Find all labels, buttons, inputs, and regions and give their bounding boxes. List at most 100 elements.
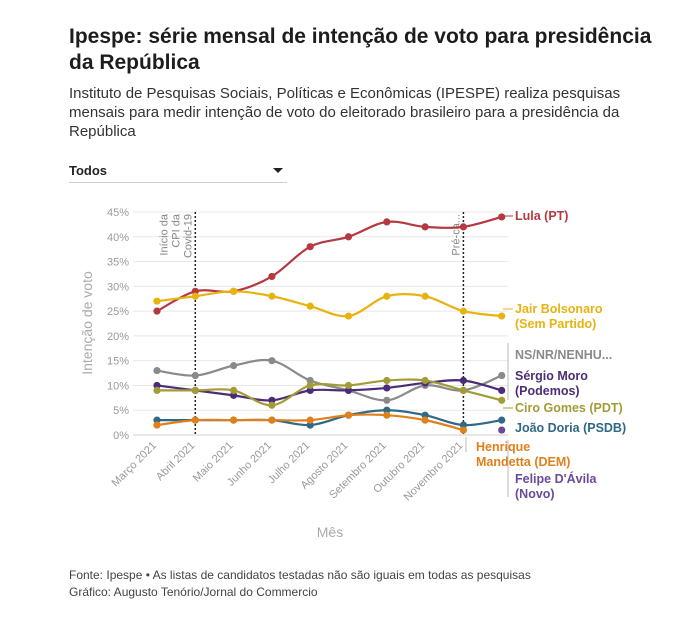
- data-point[interactable]: [306, 416, 314, 424]
- series-label: NS/NR/NENHU...: [515, 348, 612, 362]
- data-point[interactable]: [421, 416, 429, 424]
- chart-footer: Fonte: Ipespe • As listas de candidatos …: [69, 567, 531, 601]
- series-label: Mandetta (DEM): [476, 455, 570, 469]
- series-line: [157, 378, 502, 407]
- y-tick-label: 15%: [107, 356, 129, 368]
- data-point[interactable]: [230, 362, 238, 370]
- annotation-label: Pré-ca...: [450, 214, 462, 256]
- data-point[interactable]: [306, 243, 314, 251]
- data-point[interactable]: [344, 381, 353, 390]
- data-point[interactable]: [153, 416, 161, 424]
- filter-dropdown[interactable]: Todos: [69, 160, 287, 183]
- series-line: [156, 358, 503, 402]
- data-point[interactable]: [268, 357, 276, 365]
- data-point[interactable]: [153, 366, 161, 375]
- data-point[interactable]: [498, 312, 506, 320]
- data-point[interactable]: [191, 292, 199, 300]
- chart-subtitle: Instituto de Pesquisas Sociais, Política…: [69, 85, 621, 140]
- data-point[interactable]: [230, 391, 238, 399]
- y-tick-label: 45%: [107, 207, 129, 219]
- series-label: Jair Bolsonaro: [515, 302, 603, 316]
- data-point[interactable]: [459, 376, 467, 385]
- data-point[interactable]: [191, 371, 199, 380]
- data-point[interactable]: [191, 287, 199, 295]
- series-line: [156, 215, 502, 313]
- annotation-label: CPI da: [170, 213, 182, 248]
- data-point[interactable]: [153, 307, 161, 315]
- data-point[interactable]: [383, 384, 391, 392]
- data-point[interactable]: [306, 302, 314, 310]
- data-point[interactable]: [306, 421, 314, 429]
- y-tick-label: 30%: [107, 281, 129, 293]
- y-tick-label: 5%: [113, 405, 129, 417]
- data-point[interactable]: [498, 426, 506, 434]
- data-point[interactable]: [498, 396, 506, 404]
- data-point[interactable]: [383, 411, 391, 419]
- data-point[interactable]: [230, 416, 238, 424]
- chevron-down-icon[interactable]: [273, 168, 283, 173]
- chart-title: Ipespe: série mensal de intenção de voto…: [69, 25, 652, 74]
- series-label: Henrique: [476, 440, 530, 454]
- data-point[interactable]: [459, 223, 467, 231]
- data-point[interactable]: [268, 416, 276, 424]
- data-point[interactable]: [421, 411, 429, 419]
- y-tick-label: 20%: [107, 331, 129, 343]
- data-point[interactable]: [383, 406, 391, 414]
- y-tick-label: 25%: [107, 306, 129, 318]
- x-axis-title: Mês: [317, 524, 343, 540]
- data-point[interactable]: [268, 401, 276, 409]
- data-point[interactable]: [344, 411, 353, 419]
- data-point[interactable]: [344, 386, 353, 394]
- data-point[interactable]: [153, 381, 161, 390]
- y-tick-label: 0%: [113, 430, 129, 442]
- data-point[interactable]: [230, 386, 238, 394]
- y-tick-label: 40%: [107, 232, 129, 244]
- data-point[interactable]: [498, 371, 506, 380]
- data-point[interactable]: [421, 292, 429, 300]
- filter-dropdown-value: Todos: [69, 163, 108, 178]
- data-point[interactable]: [383, 218, 391, 226]
- series-label: João Doria (PSDB): [515, 421, 626, 435]
- series-label: (Podemos): [515, 384, 580, 398]
- data-point[interactable]: [383, 396, 391, 404]
- y-tick-label: 35%: [107, 257, 129, 269]
- data-point[interactable]: [230, 287, 238, 295]
- x-tick-label: Março 2021: [110, 440, 160, 490]
- data-point[interactable]: [459, 426, 467, 434]
- data-point[interactable]: [153, 297, 161, 305]
- data-point[interactable]: [268, 272, 276, 281]
- data-point[interactable]: [459, 386, 467, 394]
- data-point[interactable]: [383, 376, 391, 385]
- series-label: Ciro Gomes (PDT): [515, 401, 623, 415]
- data-point[interactable]: [498, 416, 506, 424]
- data-point[interactable]: [383, 292, 391, 300]
- data-point[interactable]: [344, 312, 353, 320]
- data-point[interactable]: [498, 213, 506, 221]
- data-point[interactable]: [306, 381, 314, 390]
- annotation-label: Início da: [158, 213, 170, 255]
- annotation-label: Covid-19: [182, 214, 194, 258]
- data-point[interactable]: [344, 233, 353, 241]
- y-axis-title: Intenção de voto: [79, 271, 95, 375]
- data-point[interactable]: [421, 376, 429, 385]
- y-tick-label: 10%: [107, 380, 129, 392]
- series-label: Lula (PT): [515, 209, 568, 223]
- data-point[interactable]: [191, 416, 199, 424]
- series-line: [156, 290, 502, 318]
- series-line: [156, 379, 502, 402]
- source-note: Fonte: Ipespe • As listas de candidatos …: [69, 568, 531, 582]
- data-point[interactable]: [306, 376, 314, 385]
- data-point[interactable]: [268, 396, 276, 404]
- data-point[interactable]: [421, 223, 429, 231]
- series-label: (Sem Partido): [515, 317, 596, 331]
- data-point[interactable]: [153, 421, 161, 429]
- data-point[interactable]: [268, 292, 276, 300]
- data-point[interactable]: [306, 386, 314, 394]
- data-point[interactable]: [459, 421, 467, 429]
- data-point[interactable]: [459, 307, 467, 315]
- data-point[interactable]: [191, 386, 199, 394]
- data-point[interactable]: [498, 386, 506, 394]
- data-point[interactable]: [153, 386, 161, 394]
- series-label: (Novo): [515, 487, 555, 501]
